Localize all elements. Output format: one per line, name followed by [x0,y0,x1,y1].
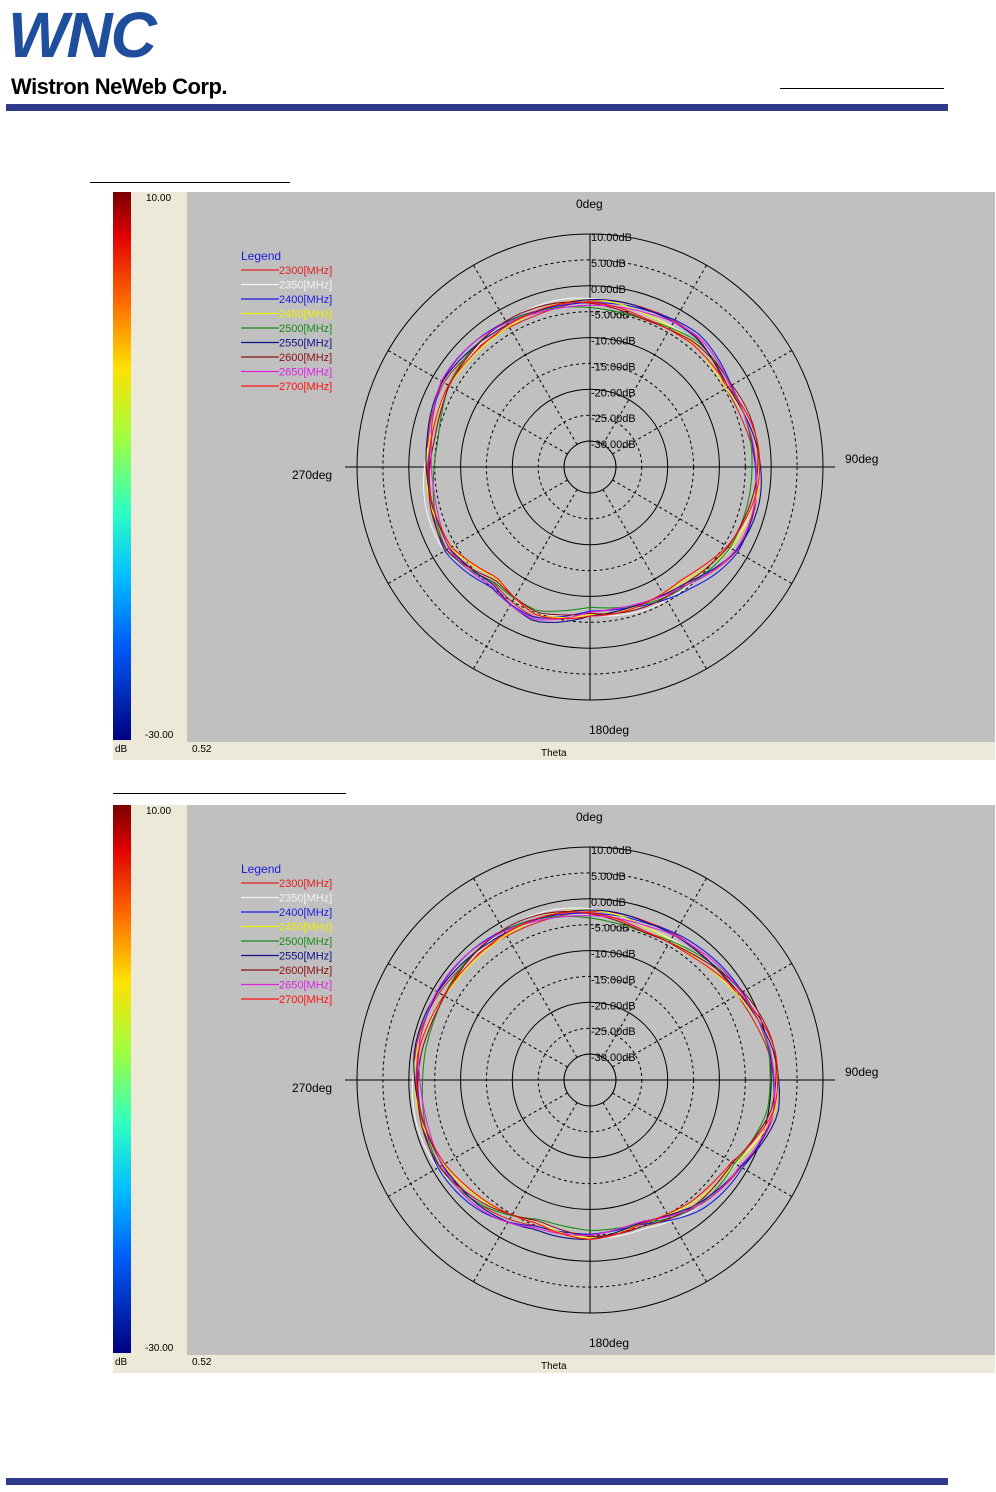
grid-spoke [473,489,578,670]
legend-title: Legend [241,862,281,876]
angle-label-left: 270deg [292,468,332,482]
legend-entry: 2300[MHz] [279,878,332,890]
series-trace [427,301,761,620]
legend-entry: 2700[MHz] [279,994,332,1006]
header-underline [780,88,944,89]
colorbar-min-label: -30.00 [145,1343,174,1354]
x-axis-label: Theta [541,1361,567,1372]
polar-chart-panel-2: 10.00 -30.00 dB 0.52 Theta 10.00dB 5.00dB 0.00d… [113,805,995,1373]
polar-chart-1: 10.00-30.00dB 0.52 Theta10.00dB5.00dB0.00d… [113,192,995,759]
ring-label: 0.00dB [591,897,626,909]
legend-entry: 2500[MHz] [279,323,332,335]
grid-spoke [602,877,707,1058]
colorbar-max-label: 10.00 [146,193,171,204]
grid-spoke [387,350,568,455]
angle-label-top: 0deg [576,197,603,211]
angle-label-bottom: 180deg [589,723,629,737]
angle-label-bottom: 180deg [589,1336,629,1350]
series-trace [430,304,758,621]
logo-company-name: Wistron NeWeb Corp. [11,74,228,99]
grid-spoke [612,1092,793,1197]
x-axis-label: Theta [541,748,567,759]
angle-label-left: 270deg [292,1081,332,1095]
legend-entry: 2700[MHz] [279,381,332,393]
ring-label: -15.00dB [591,974,636,986]
ring-label: 5.00dB [591,258,626,270]
grid-spoke [612,350,793,455]
ring-label: -10.00dB [591,949,636,961]
legend-entry: 2550[MHz] [279,338,332,350]
grid-spoke [473,264,578,445]
grid-spoke [473,877,578,1058]
angle-label-top: 0deg [576,810,603,824]
legend-entry: 2650[MHz] [279,980,332,992]
series-trace [415,911,779,1240]
legend-entry: 2350[MHz] [279,893,332,905]
legend-entry: 2600[MHz] [279,352,332,364]
section-1-underline [90,182,290,183]
angle-label-right: 90deg [845,1065,878,1079]
ring-label: 5.00dB [591,871,626,883]
colorbar-min-label: -30.00 [145,730,174,741]
legend-entry: 2400[MHz] [279,907,332,919]
ring-label: 0.00dB [591,284,626,296]
colorbar-max-label: 10.00 [146,806,171,817]
grid-spoke [387,963,568,1068]
header-bar [6,104,948,111]
grid-spoke [602,264,707,445]
legend-entry: 2300[MHz] [279,265,332,277]
ring-label: 10.00dB [591,232,632,244]
colorbar-unit-label: dB [115,744,128,755]
ring-label: 10.00dB [591,845,632,857]
legend-entry: 2400[MHz] [279,294,332,306]
ring-label: -25.00dB [591,413,636,425]
grid-spoke [612,963,793,1068]
section-2-underline [113,793,346,794]
series-trace [417,911,777,1238]
colorbar [113,192,131,740]
ring-label: -30.00dB [591,439,636,451]
polar-chart-panel-1: 10.00 -30.00 dB 0.52 Theta 10.00dB 5.00dB 0.00d… [113,192,995,760]
ring-label: -10.00dB [591,336,636,348]
grid-spoke [612,479,793,584]
grid-spoke [387,1092,568,1197]
legend-entry: 2600[MHz] [279,965,332,977]
grid-spoke [602,489,707,670]
legend-title: Legend [241,249,281,263]
grid-spoke [602,1102,707,1283]
legend-entry: 2500[MHz] [279,936,332,948]
legend-entry: 2450[MHz] [279,922,332,934]
ring-label: -20.00dB [591,1000,636,1012]
min-value-label: 0.52 [192,1357,212,1368]
ring-label: -20.00dB [591,387,636,399]
ring-label: -15.00dB [591,361,636,373]
colorbar [113,805,131,1353]
angle-label-right: 90deg [845,452,878,466]
polar-chart-2: 10.00-30.00dB 0.52 Theta10.00dB5.00dB0.00d… [113,805,995,1372]
legend-entry: 2450[MHz] [279,309,332,321]
series-trace [428,301,759,616]
logo-wordmark: WNC [8,0,157,71]
ring-label: -30.00dB [591,1052,636,1064]
ring-label: -25.00dB [591,1026,636,1038]
company-logo: WNC Wistron NeWeb Corp. [8,0,256,102]
grid-spoke [387,479,568,584]
grid-spoke [473,1102,578,1283]
footer-bar [6,1478,948,1485]
ring-label: -5.00dB [591,923,630,935]
min-value-label: 0.52 [192,744,212,755]
colorbar-unit-label: dB [115,1357,128,1368]
legend-entry: 2350[MHz] [279,280,332,292]
legend-entry: 2550[MHz] [279,951,332,963]
series-trace [418,915,776,1236]
legend-entry: 2650[MHz] [279,367,332,379]
